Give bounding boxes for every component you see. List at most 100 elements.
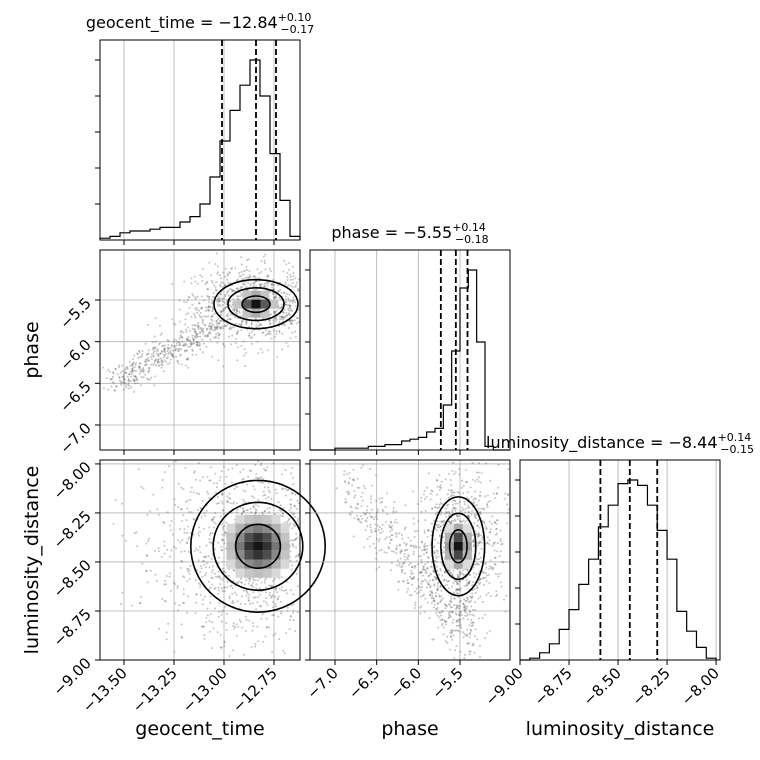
sample-point [391,534,394,536]
sample-point [194,579,197,582]
x-tick-label: −7.0 [303,664,341,702]
sample-point [386,513,389,516]
sample-point [207,334,209,337]
sample-point [181,519,184,522]
sample-point [214,472,217,475]
sample-point [505,595,508,597]
x-tick-label: −9.00 [482,664,527,709]
sample-point [395,510,398,513]
sample-point [272,634,275,637]
sample-point [137,356,140,359]
sample-point [491,568,494,571]
sample-point [358,486,361,489]
sample-point [356,486,359,489]
sample-point [234,312,237,315]
sample-point [390,534,393,537]
sample-point [138,362,141,365]
sample-point [213,313,216,316]
sample-point [151,353,154,356]
sample-point [212,518,215,521]
sample-point [151,348,154,351]
sample-point [378,497,381,500]
sample-point [208,620,211,622]
sample-point [422,565,425,568]
sample-point [220,493,223,496]
sample-point [218,298,221,301]
sample-point [468,641,471,644]
sample-point [456,619,459,622]
sample-point [234,322,237,325]
sample-point [218,319,221,322]
sample-point [415,546,418,549]
sample-point [430,561,433,563]
sample-point [432,638,435,641]
sample-point [369,515,372,518]
sample-point [407,587,409,590]
sample-point [272,601,274,604]
sample-point [451,573,454,576]
sample-point [174,583,177,585]
sample-point [494,533,497,536]
sample-point [459,650,462,653]
sample-point [266,626,268,629]
sample-point [287,518,290,521]
sample-point [486,504,489,507]
sample-point [260,581,263,584]
sample-point [163,349,165,352]
sample-point [209,613,212,616]
sample-point [213,526,216,529]
sample-point [186,611,188,614]
sample-point [199,335,202,338]
sample-point [479,644,481,647]
sample-point [371,516,374,519]
sample-point [246,591,249,594]
sample-point [142,368,145,371]
sample-point [194,612,197,615]
sample-point [217,570,220,573]
sample-point [448,520,451,523]
sample-point [278,315,281,318]
sample-point [283,291,286,294]
sample-point [433,545,436,548]
sample-point [107,388,110,391]
sample-point [261,613,264,616]
sample-point [464,614,467,617]
sample-point [361,499,364,502]
sample-point [430,573,432,576]
sample-point [144,373,147,376]
sample-point [353,490,356,492]
sample-point [454,629,457,632]
sample-point [257,590,260,593]
sample-point [217,359,220,362]
sample-point [406,556,409,559]
sample-point [191,348,194,351]
sample-point [145,569,148,572]
sample-point [470,595,473,598]
sample-point [492,543,495,545]
panel-frame [99,39,301,241]
sample-point [441,549,444,551]
sample-point [271,292,274,295]
sample-point [458,620,461,623]
sample-point [290,568,293,571]
sample-point [220,613,223,616]
density-cell [253,568,263,578]
sample-point [198,545,201,548]
sample-point [430,590,433,593]
sample-point [289,320,292,323]
sample-point [272,311,275,314]
sample-point [244,269,247,272]
sample-point [441,624,443,627]
sample-point [290,472,293,475]
sample-point [431,594,434,597]
sample-point [140,596,143,599]
sample-point [224,324,227,327]
sample-point [362,464,364,467]
sample-point [189,342,192,345]
sample-point [232,601,235,604]
sample-point [284,324,287,326]
sample-point [193,470,196,473]
sample-point [200,295,203,298]
sample-point [211,329,214,332]
sample-point [203,563,206,566]
